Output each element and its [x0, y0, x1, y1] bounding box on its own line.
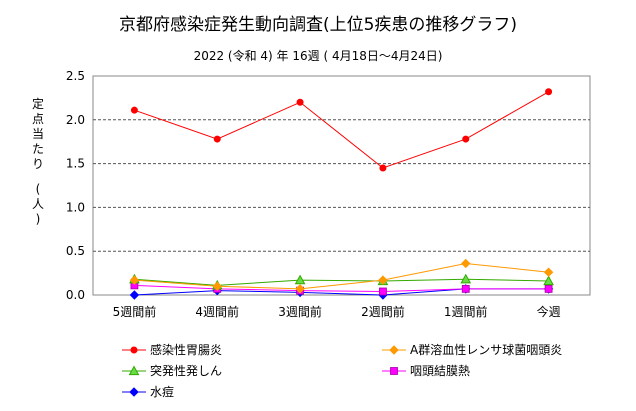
data-point	[129, 275, 140, 285]
y-tick-label: 1.0	[66, 200, 85, 214]
data-point	[460, 273, 472, 284]
data-point	[378, 275, 388, 285]
y-tick-label: 0.5	[66, 244, 85, 258]
data-point	[462, 135, 470, 143]
plot-area	[92, 75, 591, 296]
series-line	[134, 288, 549, 296]
y-axis-ticks: 0.0 0.5 1.0 1.5 2.0 2.5	[66, 69, 85, 302]
data-point	[461, 258, 471, 269]
chart-title: 京都府感染症発生動向調査(上位5疾患の推移グラフ)	[119, 15, 517, 35]
y-axis-label: 定点当たり (人)	[32, 96, 44, 226]
series-line	[134, 278, 549, 286]
y-tick-label: 0.0	[66, 288, 85, 302]
legend-label: 水痘	[150, 384, 174, 399]
x-tick-label: 2週間前	[361, 304, 405, 319]
legend-marker	[390, 367, 398, 375]
legend-label: 咽頭結膜熱	[410, 364, 470, 378]
data-point	[544, 284, 553, 293]
y-tick-label: 2.0	[66, 113, 85, 127]
series-1	[130, 88, 553, 172]
data-point	[545, 88, 553, 96]
y-axis-title: 定点当たり (人)	[32, 96, 44, 226]
legend-item: 感染性胃腸炎	[122, 342, 222, 357]
data-point	[543, 275, 554, 286]
series-group	[129, 88, 554, 300]
series-2	[129, 258, 554, 294]
series-line	[134, 91, 549, 169]
x-tick-label: 今週	[537, 304, 561, 319]
legend-item: 咽頭結膜熱	[382, 364, 470, 378]
legend-label: 感染性胃腸炎	[150, 342, 222, 357]
data-point	[543, 267, 554, 277]
legend-label: 突発性発しん	[150, 363, 222, 378]
y-tick-label: 1.5	[66, 157, 85, 171]
legend-marker	[129, 387, 139, 397]
data-point	[379, 164, 387, 172]
x-axis-ticks: 5週間前 4週間前 3週間前 2週間前 1週間前 今週	[113, 304, 561, 319]
series-line	[134, 262, 549, 290]
x-tick-label: 3週間前	[278, 304, 322, 319]
legend-item: 水痘	[122, 384, 174, 399]
data-point	[461, 284, 470, 293]
legend-label: A群溶血性レンサ球菌咽頭炎	[410, 342, 562, 357]
data-point	[295, 284, 305, 294]
series-5	[129, 284, 554, 300]
series-3	[129, 273, 554, 290]
legend-marker	[128, 365, 140, 376]
y-tick-label: 2.5	[66, 69, 85, 83]
data-point	[129, 290, 140, 300]
grid-lines	[93, 119, 590, 252]
data-point	[296, 98, 304, 106]
x-tick-label: 4週間前	[195, 304, 239, 319]
data-point	[130, 106, 138, 114]
legend-item: 突発性発しん	[122, 363, 222, 378]
legend-marker	[389, 345, 399, 355]
x-tick-label: 5週間前	[113, 304, 157, 319]
x-tick-label: 1週間前	[444, 304, 488, 319]
data-point	[379, 287, 387, 296]
chart-subtitle: 2022 (令和 4) 年 16週 ( 4月18日〜4月24日)	[194, 48, 443, 63]
data-point	[212, 281, 222, 291]
series-line	[134, 284, 549, 292]
legend-item: A群溶血性レンサ球菌咽頭炎	[382, 342, 562, 357]
data-point	[294, 274, 306, 285]
data-point	[213, 135, 221, 143]
legend-marker	[130, 346, 138, 354]
